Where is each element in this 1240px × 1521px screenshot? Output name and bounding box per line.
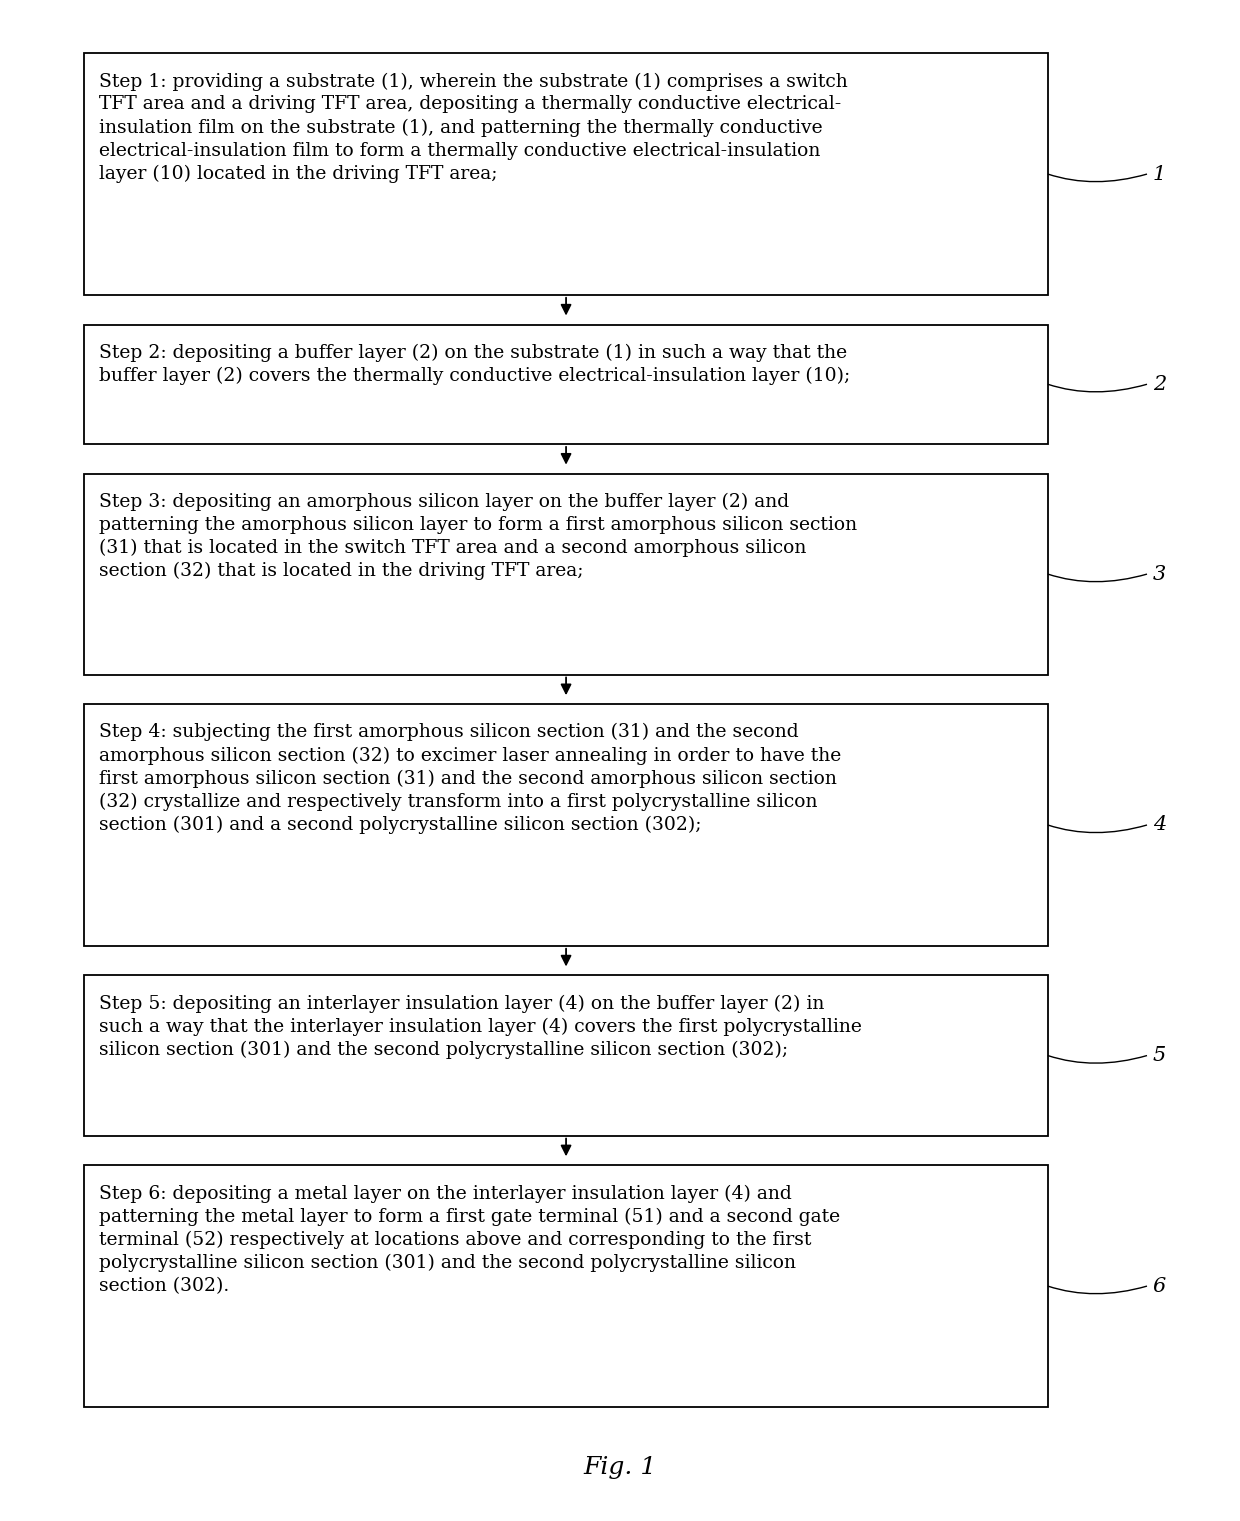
Text: Step 6: depositing a metal layer on the interlayer insulation layer (4) and
patt: Step 6: depositing a metal layer on the … (99, 1185, 841, 1296)
Text: 5: 5 (1153, 1046, 1166, 1065)
Text: 3: 3 (1153, 564, 1166, 584)
Bar (84, 704, 1048, 946)
Text: Step 3: depositing an amorphous silicon layer on the buffer layer (2) and
patter: Step 3: depositing an amorphous silicon … (99, 493, 857, 581)
Bar (84, 473, 1048, 674)
Bar (84, 53, 1048, 295)
Text: Step 4: subjecting the first amorphous silicon section (31) and the second
amorp: Step 4: subjecting the first amorphous s… (99, 722, 842, 835)
Text: Fig. 1: Fig. 1 (583, 1456, 657, 1480)
Text: 6: 6 (1153, 1276, 1166, 1296)
Text: Step 5: depositing an interlayer insulation layer (4) on the buffer layer (2) in: Step 5: depositing an interlayer insulat… (99, 995, 862, 1059)
Text: Step 2: depositing a buffer layer (2) on the substrate (1) in such a way that th: Step 2: depositing a buffer layer (2) on… (99, 344, 851, 385)
Bar (84, 1165, 1048, 1407)
Text: Step 1: providing a substrate (1), wherein the substrate (1) comprises a switch
: Step 1: providing a substrate (1), where… (99, 73, 848, 183)
Text: 4: 4 (1153, 815, 1166, 835)
Bar (84, 975, 1048, 1136)
Text: 2: 2 (1153, 374, 1166, 394)
Bar (84, 324, 1048, 444)
Text: 1: 1 (1153, 164, 1166, 184)
